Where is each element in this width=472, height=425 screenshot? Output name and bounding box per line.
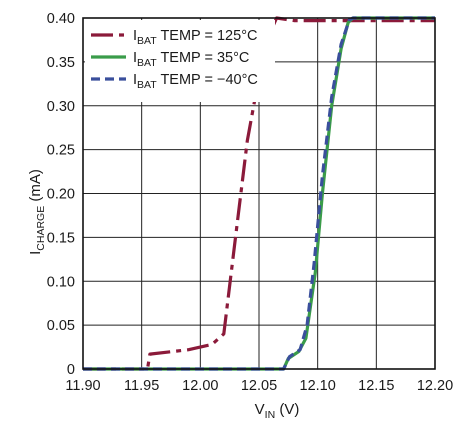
y-axis-title: ICHARGE (mA) (27, 169, 47, 255)
y-tick-label-1: 0.05 (47, 318, 75, 334)
tick-labels: 11.90 11.95 12.00 12.05 12.10 12.15 12.20 0 0.05… (47, 11, 453, 394)
x-tick-label-5: 12.15 (358, 378, 394, 394)
y-tick-label-6: 0.30 (47, 99, 75, 115)
y-tick-label-0: 0 (67, 362, 75, 378)
y-tick-label-3: 0.15 (47, 230, 75, 246)
series-line-2 (83, 16, 435, 371)
y-tick-label-4: 0.20 (47, 187, 75, 203)
y-tick-label-8: 0.40 (47, 11, 75, 27)
x-tick-label-1: 11.95 (124, 378, 159, 394)
legend: IBAT TEMP = 125°C IBAT TEMP = 35°C IBAT TE… (85, 20, 275, 102)
legend-label-1: IBAT TEMP = 35°C (133, 50, 249, 69)
legend-label-0: IBAT TEMP = 125°C (133, 28, 257, 47)
x-tick-label-3: 12.05 (241, 378, 277, 394)
y-tick-label-2: 0.10 (47, 274, 75, 290)
x-tick-label-4: 12.10 (300, 378, 336, 394)
plot-frame (82, 17, 436, 370)
x-axis-title: VIN (V) (255, 401, 300, 421)
grid (82, 17, 436, 370)
axes (82, 17, 436, 370)
x-tick-label-6: 12.20 (417, 378, 453, 394)
y-tick-label-5: 0.25 (47, 143, 75, 159)
legend-label-2: IBAT TEMP = −40°C (133, 72, 258, 91)
x-tick-label-0: 11.90 (65, 378, 100, 394)
y-tick-label-7: 0.35 (47, 55, 75, 71)
x-tick-label-2: 12.00 (182, 378, 218, 394)
legend-background (85, 20, 275, 102)
